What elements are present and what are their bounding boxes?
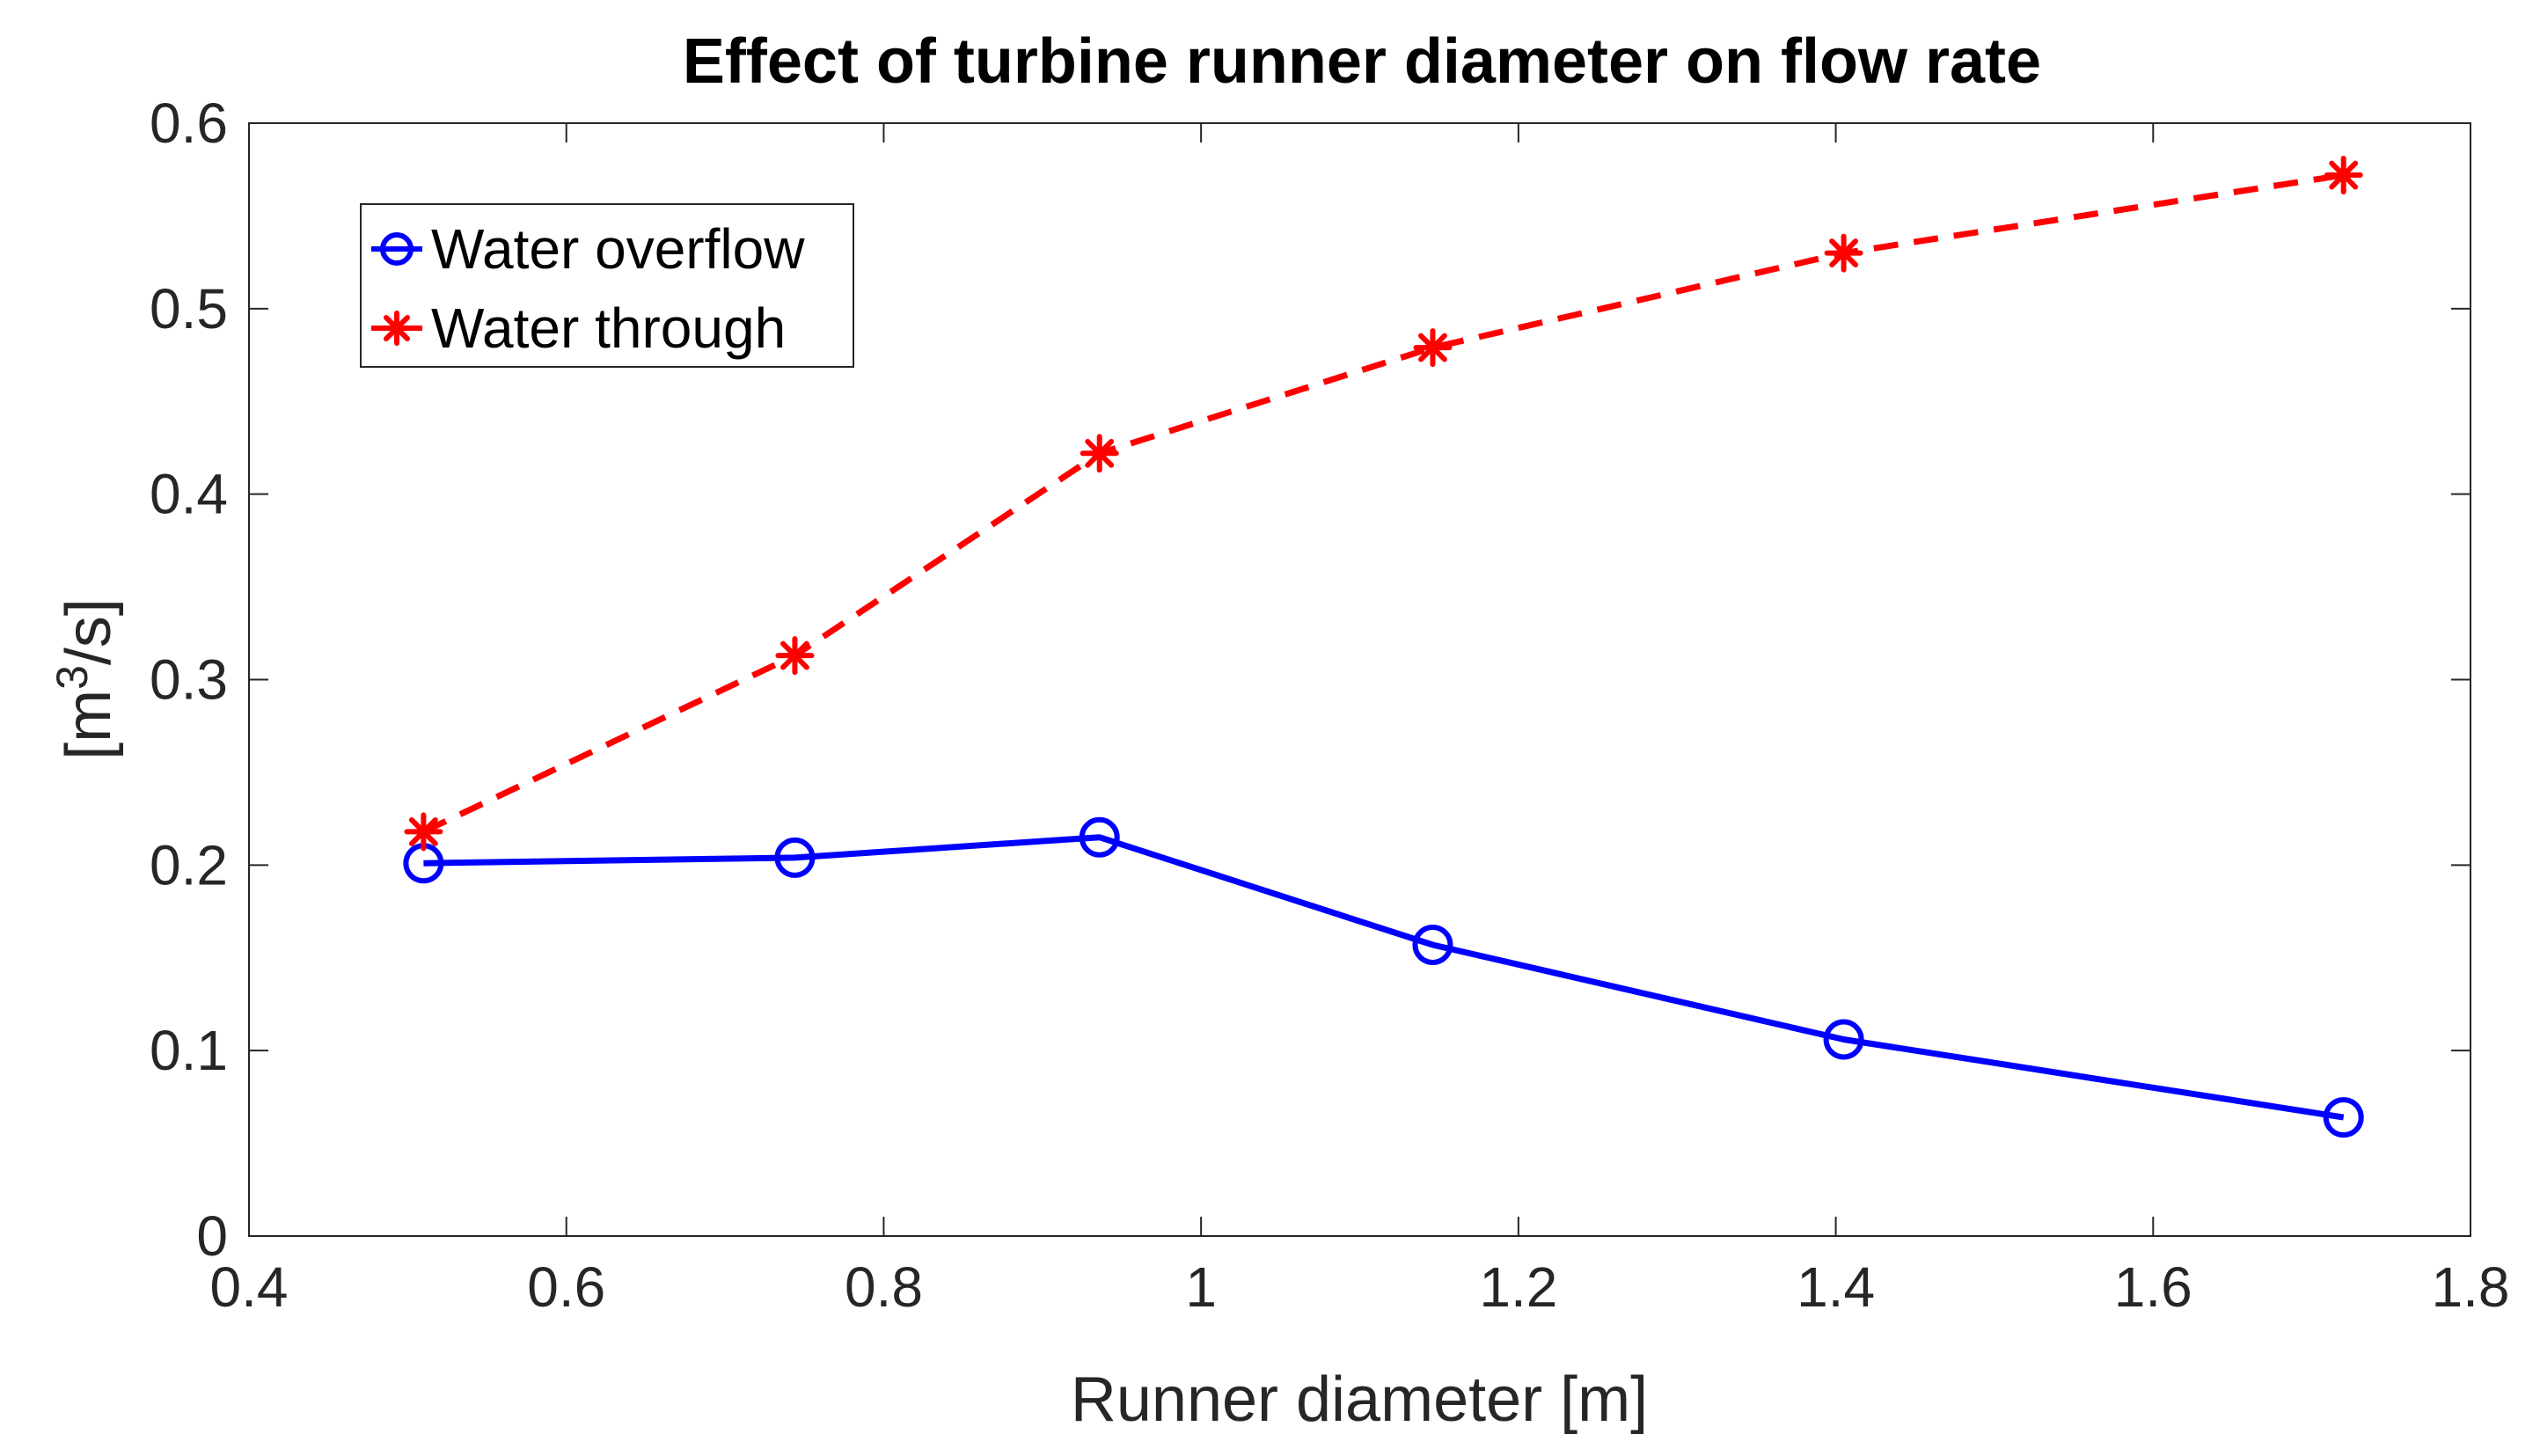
legend: Water overflow Water through	[360, 203, 854, 368]
series-line-water-overflow	[423, 834, 2345, 1121]
data-point-water-overflow	[2323, 1097, 2364, 1138]
data-point-water-through	[404, 812, 443, 852]
data-point-water-through-stroke	[1418, 333, 1447, 362]
x-tick-label: 1.2	[1479, 1255, 1557, 1319]
data-point-water-through	[1080, 434, 1119, 473]
x-tick-label: 0.6	[527, 1255, 605, 1319]
y-axis-label-superscript: 3	[48, 665, 97, 690]
y-tick-label: 0.2	[150, 833, 228, 896]
legend-marker-water-through	[379, 311, 414, 346]
data-point-water-through-stroke	[1829, 238, 1859, 268]
y-tick-label: 0.5	[150, 277, 228, 340]
y-tick-label: 0.6	[150, 91, 228, 155]
y-tick-label: 0.4	[150, 463, 228, 526]
x-axis-label: Runner diameter [m]	[1071, 1365, 1648, 1435]
chart-title: Effect of turbine runner diameter on flo…	[683, 26, 2041, 97]
data-point-water-through	[1824, 233, 1863, 273]
legend-marker-water-overflow	[380, 232, 414, 266]
data-point-water-overflow	[774, 837, 816, 878]
x-tick-label: 0.4	[210, 1255, 289, 1319]
x-tick-label: 1.6	[2114, 1255, 2192, 1319]
series-line-water-through	[421, 172, 2345, 835]
legend-asterisk	[379, 311, 414, 346]
series-water-overflow	[403, 816, 2364, 1138]
data-point-water-overflow	[1079, 816, 1120, 858]
data-point-water-through-stroke	[408, 816, 438, 846]
data-point-water-through	[775, 636, 815, 676]
y-axis-ticks: 0 0.1 0.2 0.3 0.4 0.5 0.6	[150, 91, 2470, 1268]
data-point-water-through-stroke	[1085, 438, 1115, 468]
data-point-water-overflow	[1823, 1019, 1864, 1060]
y-axis-label-suffix: /s]	[54, 598, 124, 665]
x-tick-label: 0.8	[845, 1255, 923, 1319]
legend-label-water-overflow: Water overflow	[431, 217, 805, 281]
data-point-water-through	[2324, 156, 2363, 195]
x-axis-ticks: 0.4 0.6 0.8 1 1.2 1.4 1.6 1.8	[210, 123, 2510, 1319]
data-point-water-through	[1413, 328, 1453, 368]
series-water-through	[404, 156, 2363, 852]
x-tick-label: 1.4	[1797, 1255, 1875, 1319]
series-layer	[403, 156, 2364, 1138]
legend-label-water-through: Water through	[431, 296, 786, 360]
data-point-water-through-stroke	[780, 640, 809, 670]
x-tick-label: 1.8	[2432, 1255, 2510, 1319]
legend-asterisk-stroke	[383, 314, 411, 342]
y-axis-label: [m3/s]	[48, 598, 124, 760]
x-tick-label: 1	[1185, 1255, 1217, 1319]
y-tick-label: 0	[196, 1204, 228, 1268]
data-point-water-overflow	[1412, 924, 1453, 965]
y-tick-label: 0.1	[150, 1019, 228, 1082]
data-point-water-through-stroke	[2329, 160, 2359, 190]
y-axis-label-prefix: [m	[54, 690, 124, 760]
y-tick-label: 0.3	[150, 648, 228, 712]
legend-box	[360, 203, 854, 368]
